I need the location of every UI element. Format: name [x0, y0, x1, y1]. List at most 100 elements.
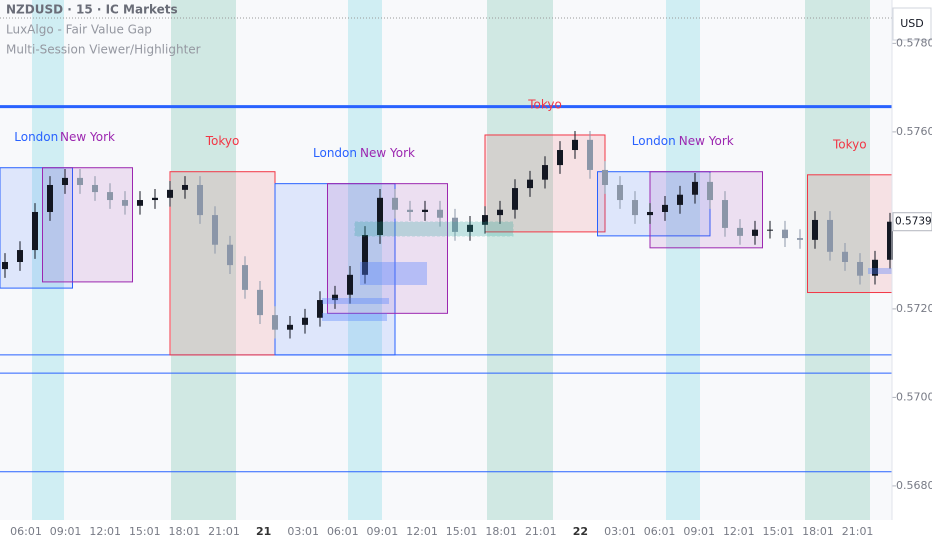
candle-body: [287, 324, 293, 330]
band: [171, 0, 236, 520]
session-box: [807, 174, 893, 294]
candle-body: [572, 139, 578, 151]
x-tick-label: 15:01: [129, 525, 161, 538]
indicator: LuxAlgo - Fair Value Gap: [6, 23, 152, 37]
candle-body: [587, 139, 593, 170]
indicator: Multi-Session Viewer/Highlighter: [6, 43, 201, 57]
candle-body: [317, 300, 323, 318]
x-tick-label: 15:01: [446, 525, 478, 538]
x-tick-label: 12:01: [89, 525, 121, 538]
candle-body: [152, 197, 158, 201]
session-box: [42, 167, 133, 283]
x-tick-label: 21:01: [208, 525, 240, 538]
candle-body: [62, 177, 68, 185]
candle-body: [842, 251, 848, 262]
candle-body: [212, 215, 218, 245]
candle-body: [722, 200, 728, 228]
currency[interactable]: USD: [900, 17, 924, 30]
band: [805, 0, 870, 520]
candle-body: [647, 211, 653, 216]
candle-body: [857, 261, 863, 276]
candle-body: [2, 261, 8, 270]
title: NZDUSD · 15 · IC Markets: [6, 3, 178, 17]
candle-body: [632, 200, 638, 216]
candle-body: [302, 317, 308, 325]
session-label: Tokyo: [527, 97, 562, 111]
candle-body: [182, 184, 188, 190]
session-bands: [32, 0, 870, 520]
session-box: [327, 183, 448, 314]
x-tick-label: 09:01: [683, 525, 715, 538]
candle-body: [107, 192, 113, 201]
candle-body: [767, 229, 773, 231]
session-label: London: [632, 134, 676, 148]
candle-body: [737, 227, 743, 236]
session-box: [597, 171, 711, 237]
x-tick-label: 21:01: [525, 525, 557, 538]
candle-body: [527, 179, 533, 189]
candle-body: [827, 219, 833, 252]
fvg-boxes: [322, 221, 892, 321]
candle-body: [542, 165, 548, 180]
candle-body: [437, 209, 443, 218]
candle-body: [497, 209, 503, 216]
candle-body: [137, 200, 143, 206]
candle-body: [797, 238, 803, 240]
candle-body: [77, 177, 83, 185]
candle-body: [392, 197, 398, 210]
currency-box[interactable]: [892, 7, 932, 41]
x-tick-label: 21: [256, 525, 271, 538]
candle-body: [782, 229, 788, 239]
price-tag: [892, 212, 932, 232]
session-box: [169, 171, 276, 356]
candle-body: [602, 169, 608, 185]
session-label: New York: [360, 146, 415, 160]
fvg: [322, 313, 387, 321]
candle-body: [707, 181, 713, 201]
fvg: [322, 298, 389, 304]
candle-body: [92, 184, 98, 193]
session-label: New York: [679, 134, 734, 148]
candle-body: [872, 259, 878, 276]
candle-body: [197, 184, 203, 216]
x-tick-label: 03:01: [287, 525, 319, 538]
candle-body: [362, 234, 368, 275]
candle-body: [347, 274, 353, 295]
session-box: [649, 171, 763, 249]
candle-body: [452, 217, 458, 232]
candle-body: [257, 289, 263, 316]
candle-body: [662, 204, 668, 212]
candle-body: [422, 209, 428, 212]
candle-body: [332, 294, 338, 301]
x-tick-label: 09:01: [50, 525, 82, 538]
x-tick-label: 06:01: [327, 525, 359, 538]
band: [32, 0, 64, 520]
candle-body: [32, 211, 38, 251]
x-tick-label: 15:01: [763, 525, 795, 538]
x-tick-label: 03:01: [604, 525, 636, 538]
candle-body: [17, 250, 23, 262]
session-label: London: [14, 130, 58, 144]
candle-body: [167, 189, 173, 198]
session-label: London: [313, 146, 357, 160]
x-tick-label: 22: [573, 525, 588, 538]
candle-body: [377, 197, 383, 235]
candle-body: [122, 200, 128, 206]
candle-body: [692, 181, 698, 195]
candle-body: [677, 194, 683, 205]
candle-body: [242, 265, 248, 290]
candle-body: [272, 315, 278, 330]
price-tag-label: 0.57397: [895, 216, 932, 228]
candle-body: [512, 188, 518, 210]
session-box: [274, 183, 396, 356]
x-tick-label: 18:01: [802, 525, 834, 538]
fvg: [354, 221, 514, 237]
candle-body: [812, 219, 818, 240]
session-label: Tokyo: [205, 134, 240, 148]
x-tick-label: 18:01: [485, 525, 517, 538]
candle-body: [617, 184, 623, 201]
